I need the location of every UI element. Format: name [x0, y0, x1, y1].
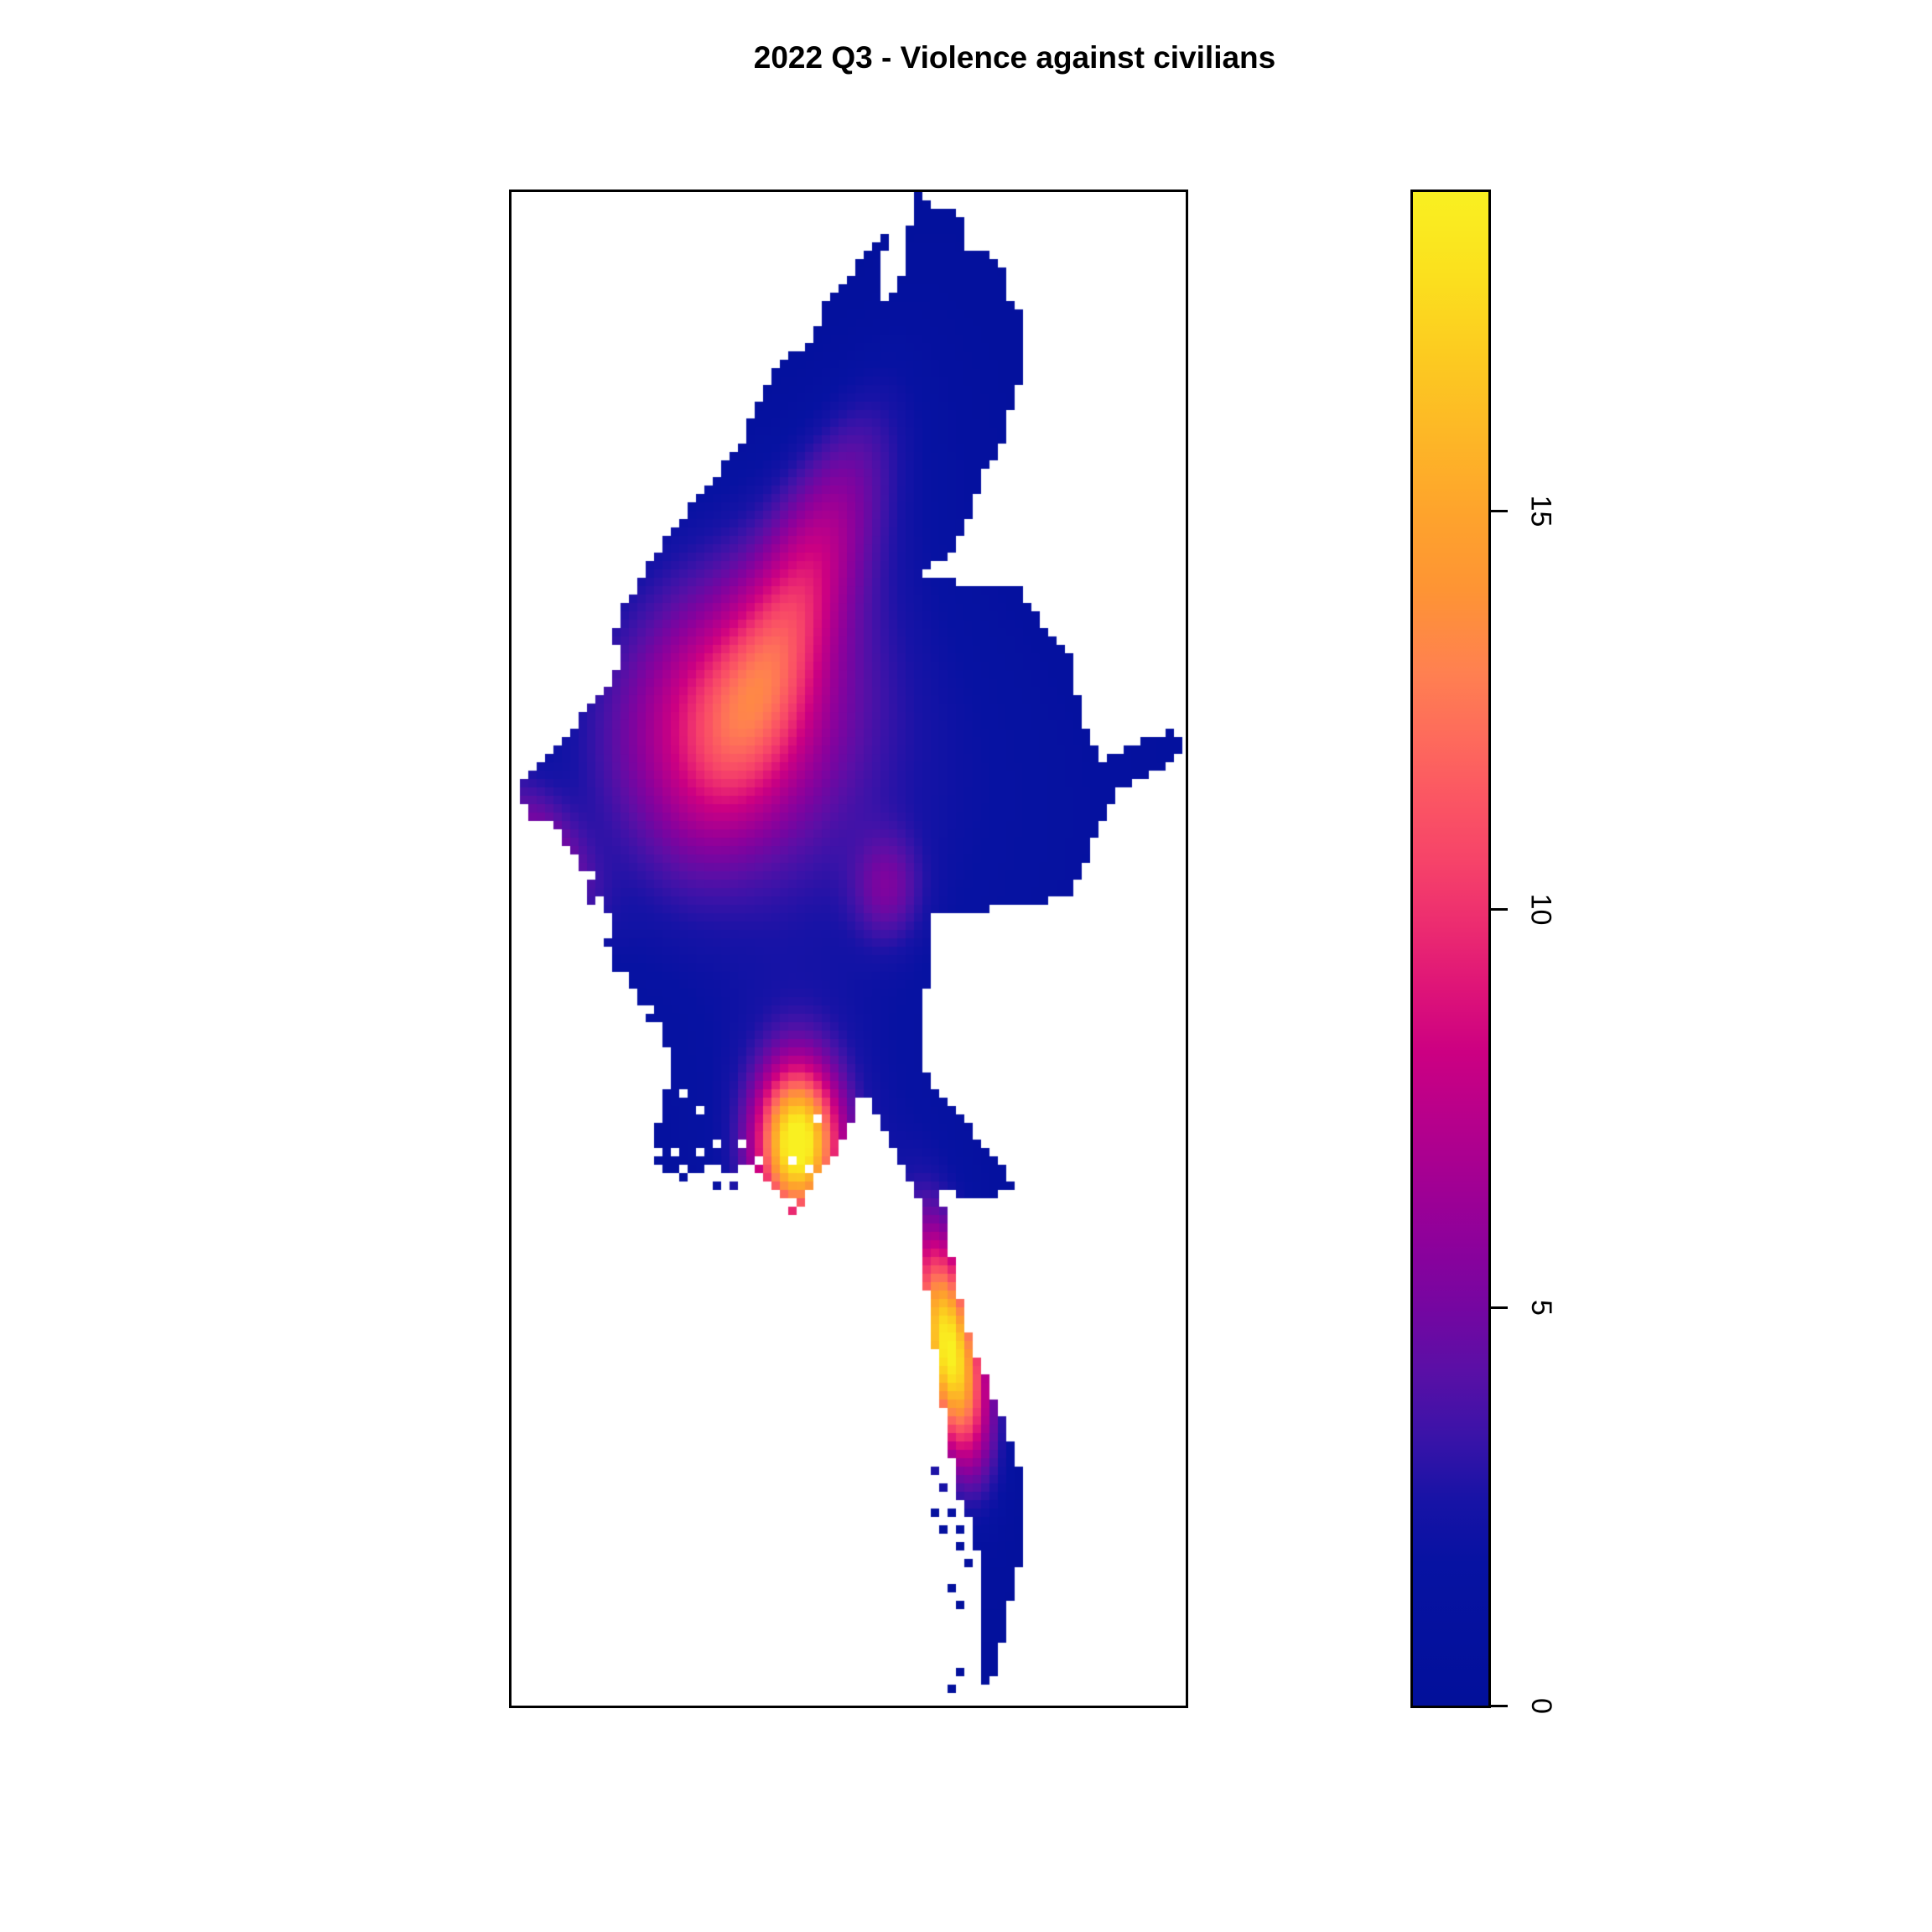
map-plot-frame	[509, 190, 1188, 1708]
plot-title: 2022 Q3 - Violence against civilians	[753, 40, 1276, 75]
colorbar-tick	[1491, 1306, 1508, 1309]
colorbar-tick	[1491, 907, 1508, 911]
colorbar-gradient	[1410, 190, 1491, 1708]
colorbar-tick-label: 15	[1524, 495, 1557, 527]
colorbar-tick-label: 0	[1524, 1697, 1557, 1714]
colorbar-tick	[1491, 509, 1508, 512]
colorbar-tick-label: 5	[1524, 1299, 1557, 1316]
heatmap-canvas	[512, 192, 1186, 1706]
colorbar-tick-label: 10	[1524, 893, 1557, 925]
colorbar-tick	[1491, 1704, 1508, 1707]
